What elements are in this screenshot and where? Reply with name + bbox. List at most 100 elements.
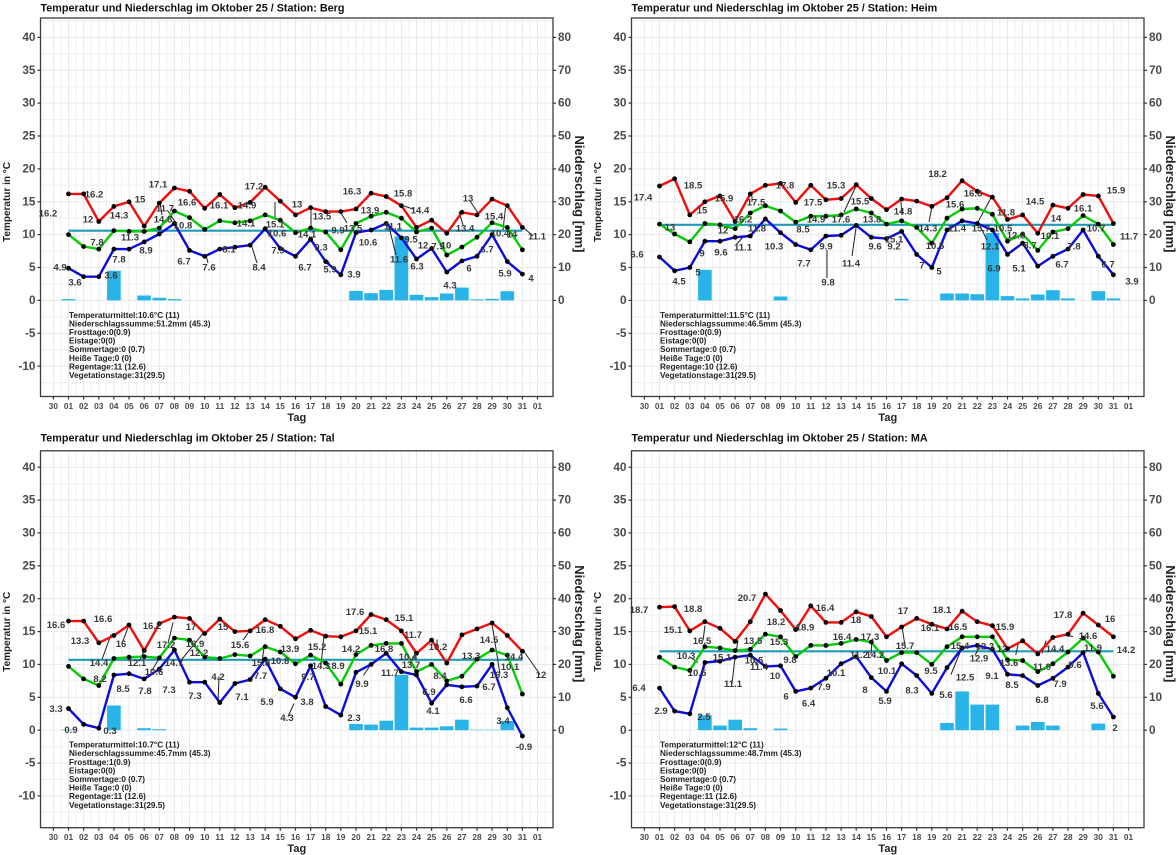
svg-text:3.6: 3.6 [104,270,117,281]
svg-text:8.1: 8.1 [222,244,236,255]
svg-text:10: 10 [1149,690,1163,704]
svg-text:8.7: 8.7 [1023,240,1036,251]
svg-text:10.5: 10.5 [994,223,1013,234]
svg-text:80: 80 [1149,30,1163,44]
svg-text:2: 2 [1112,723,1117,734]
svg-text:7: 7 [919,260,924,271]
svg-text:10.8: 10.8 [271,656,290,667]
svg-text:14.2: 14.2 [866,650,885,661]
svg-text:50: 50 [1149,558,1163,572]
svg-text:13.4: 13.4 [456,223,475,234]
svg-text:Temperatur in °C: Temperatur in °C [593,162,604,242]
svg-text:10.1: 10.1 [501,662,520,673]
svg-text:60: 60 [558,96,572,110]
svg-text:40: 40 [22,30,36,44]
svg-text:30: 30 [558,194,572,208]
svg-text:16.5: 16.5 [949,622,968,633]
svg-text:17: 17 [306,832,316,842]
svg-text:Temperatur und Niederschlag im: Temperatur und Niederschlag im Oktober 2… [632,432,928,444]
svg-text:11: 11 [215,401,224,411]
svg-text:10.4: 10.4 [399,652,418,663]
svg-text:5.9: 5.9 [878,696,891,707]
svg-text:Heiße Tage:0 (0): Heiße Tage:0 (0) [69,354,132,363]
svg-text:23: 23 [988,832,998,842]
svg-text:2.9: 2.9 [654,706,667,717]
svg-text:10.5: 10.5 [688,668,707,679]
svg-text:05: 05 [124,832,134,842]
svg-text:Eistage:0(0): Eistage:0(0) [69,766,116,775]
svg-text:16.1: 16.1 [1074,203,1093,214]
svg-text:14.2: 14.2 [1117,645,1136,656]
svg-text:6.3: 6.3 [410,261,423,272]
svg-text:Niederschlag [mm]: Niederschlag [mm] [1163,135,1176,252]
svg-text:14: 14 [852,832,862,842]
svg-text:15.3: 15.3 [827,180,846,191]
svg-text:4: 4 [528,273,534,284]
svg-text:Regentage:10 (12.6): Regentage:10 (12.6) [660,362,738,371]
svg-text:14.4: 14.4 [1046,644,1065,655]
svg-text:12: 12 [83,214,94,225]
svg-text:30: 30 [613,526,627,540]
svg-text:03: 03 [94,401,104,411]
svg-text:7.7: 7.7 [254,671,267,682]
svg-text:27: 27 [457,832,467,842]
svg-text:16.1: 16.1 [921,623,940,634]
svg-text:19: 19 [927,401,937,411]
svg-text:01: 01 [655,401,665,411]
svg-text:28: 28 [1063,832,1073,842]
svg-text:04: 04 [700,832,710,842]
svg-text:6.7: 6.7 [177,256,190,267]
svg-text:Vegetationstage:31(29.5): Vegetationstage:31(29.5) [69,371,165,380]
svg-text:25: 25 [613,129,627,143]
svg-text:05: 05 [124,401,134,411]
svg-text:0.9: 0.9 [64,725,77,736]
svg-text:30: 30 [613,96,627,110]
svg-text:5.6: 5.6 [1090,701,1103,712]
svg-text:Frosttage:0(0.9): Frosttage:0(0.9) [660,328,722,337]
svg-text:11: 11 [806,832,815,842]
svg-text:7.3: 7.3 [188,691,201,702]
svg-text:40: 40 [558,162,572,176]
svg-text:13.9: 13.9 [361,205,380,216]
svg-text:23: 23 [397,832,407,842]
svg-text:13: 13 [292,199,303,210]
svg-text:16: 16 [291,832,301,842]
svg-text:20: 20 [613,162,627,176]
svg-text:11: 11 [806,401,815,411]
svg-text:Eistage:0(0): Eistage:0(0) [660,337,707,346]
svg-text:10: 10 [558,690,572,704]
svg-text:03: 03 [685,832,695,842]
svg-text:30: 30 [640,401,650,411]
svg-text:11.8: 11.8 [997,207,1015,218]
svg-text:14.3: 14.3 [312,661,331,672]
svg-text:15: 15 [22,194,36,208]
svg-text:10: 10 [200,401,210,411]
svg-text:15.7: 15.7 [896,641,915,652]
svg-text:27: 27 [1048,832,1058,842]
svg-text:30: 30 [22,526,36,540]
svg-text:09: 09 [185,832,195,842]
svg-text:Frosttage:0(0.9): Frosttage:0(0.9) [69,328,131,337]
svg-text:9.3: 9.3 [314,242,327,253]
svg-text:Heiße Tage:0 (0): Heiße Tage:0 (0) [69,784,132,793]
svg-text:13.6: 13.6 [1000,658,1019,669]
svg-text:18: 18 [321,832,331,842]
svg-text:23: 23 [988,401,998,411]
svg-text:13.8: 13.8 [863,214,882,225]
svg-text:29: 29 [487,832,497,842]
svg-text:8.5: 8.5 [116,684,130,695]
svg-text:12.1: 12.1 [981,241,1000,252]
svg-text:16.2: 16.2 [734,214,753,225]
svg-text:-5: -5 [25,756,36,770]
svg-text:17.5: 17.5 [747,197,766,208]
svg-text:16.8: 16.8 [375,644,394,655]
svg-text:Temperaturmittel:12°C (11): Temperaturmittel:12°C (11) [660,741,764,750]
svg-text:Temperaturmittel:10.7°C (11): Temperaturmittel:10.7°C (11) [69,741,180,750]
svg-text:Temperaturmittel:10.6°C (11): Temperaturmittel:10.6°C (11) [69,311,180,320]
svg-text:6.7: 6.7 [1101,259,1114,270]
svg-text:20: 20 [558,657,572,671]
svg-text:25: 25 [427,832,437,842]
svg-text:15: 15 [276,401,286,411]
svg-text:13.3: 13.3 [71,636,90,647]
svg-text:16: 16 [882,401,892,411]
